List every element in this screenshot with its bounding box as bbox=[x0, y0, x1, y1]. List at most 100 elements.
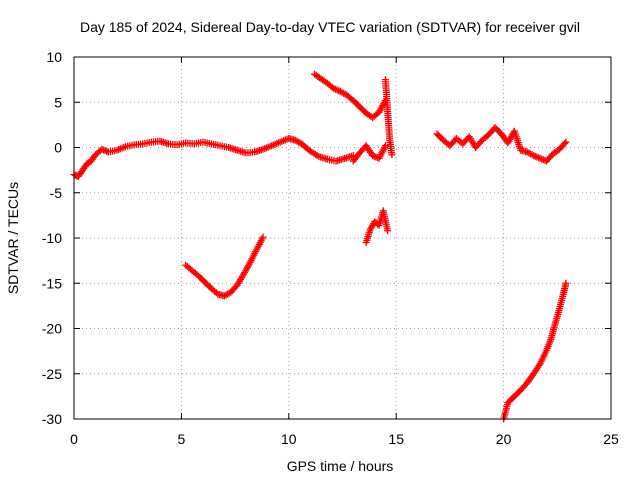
data-trace bbox=[234, 272, 247, 287]
data-trace bbox=[538, 155, 549, 164]
data-trace bbox=[209, 286, 220, 297]
data-trace bbox=[293, 137, 304, 147]
data-trace bbox=[319, 76, 330, 86]
data-trace bbox=[299, 141, 313, 154]
x-tick-label: 20 bbox=[496, 431, 512, 447]
series-arc-right bbox=[381, 76, 396, 159]
data-trace bbox=[560, 281, 569, 294]
x-tick-label: 10 bbox=[281, 431, 297, 447]
data-trace bbox=[511, 129, 524, 152]
y-tick-label: -15 bbox=[42, 275, 62, 291]
data-trace bbox=[344, 92, 356, 103]
y-tick-label: -10 bbox=[42, 230, 62, 246]
data-trace bbox=[107, 147, 119, 156]
data-trace bbox=[338, 88, 349, 98]
data-trace bbox=[84, 158, 94, 167]
data-point bbox=[536, 154, 544, 162]
series-arc-late bbox=[433, 124, 570, 165]
data-trace bbox=[518, 380, 530, 393]
data-trace bbox=[384, 109, 394, 142]
data-trace bbox=[218, 142, 231, 151]
data-trace bbox=[376, 144, 389, 161]
data-trace bbox=[363, 227, 374, 245]
x-axis-label: GPS time / hours bbox=[287, 458, 394, 474]
data-trace bbox=[556, 290, 567, 311]
data-trace bbox=[88, 152, 98, 163]
data-trace bbox=[317, 153, 330, 163]
data-trace bbox=[149, 137, 162, 146]
data-trace bbox=[286, 135, 298, 144]
data-trace bbox=[326, 156, 338, 165]
x-tick-label: 0 bbox=[70, 431, 78, 447]
data-trace bbox=[241, 260, 253, 277]
y-tick-label: -5 bbox=[50, 185, 63, 201]
grid bbox=[74, 57, 611, 419]
data-trace bbox=[357, 104, 369, 116]
data-trace bbox=[367, 220, 378, 231]
data-trace bbox=[244, 148, 256, 157]
data-trace bbox=[547, 322, 559, 341]
data-trace bbox=[254, 235, 266, 252]
y-tick-label: 5 bbox=[54, 94, 62, 110]
data-trace bbox=[531, 152, 543, 162]
x-tick-label: 15 bbox=[388, 431, 404, 447]
data-trace bbox=[252, 146, 265, 155]
data-trace bbox=[308, 148, 321, 159]
data-trace bbox=[544, 151, 556, 164]
data-trace bbox=[524, 371, 537, 385]
data-trace bbox=[441, 138, 452, 148]
data-trace bbox=[75, 168, 86, 179]
data-points bbox=[70, 70, 570, 423]
data-trace bbox=[334, 155, 347, 165]
data-trace bbox=[551, 146, 562, 157]
data-trace bbox=[500, 401, 511, 421]
data-trace bbox=[531, 361, 543, 376]
data-trace bbox=[196, 273, 208, 285]
data-trace bbox=[71, 171, 81, 180]
y-tick-label: 0 bbox=[54, 140, 62, 156]
data-trace bbox=[312, 71, 323, 82]
data-trace bbox=[525, 149, 536, 159]
data-trace bbox=[226, 144, 240, 154]
data-trace bbox=[132, 140, 145, 149]
series-arc-drop bbox=[362, 207, 392, 247]
data-trace bbox=[512, 387, 523, 399]
data-trace bbox=[363, 143, 375, 158]
data-trace bbox=[382, 78, 391, 113]
y-tick-label: -30 bbox=[42, 411, 62, 427]
data-trace bbox=[473, 138, 485, 150]
data-trace bbox=[247, 248, 260, 265]
data-trace bbox=[505, 394, 517, 405]
series-arc-rise bbox=[500, 279, 570, 423]
data-trace bbox=[332, 85, 343, 95]
data-trace bbox=[216, 291, 227, 299]
y-axis-label: SDTVAR / TECUs bbox=[5, 182, 21, 294]
data-trace bbox=[543, 337, 554, 352]
data-trace bbox=[183, 263, 195, 273]
data-trace bbox=[325, 81, 336, 91]
data-trace bbox=[370, 110, 381, 120]
x-tick-label: 25 bbox=[603, 431, 619, 447]
data-trace bbox=[80, 161, 90, 173]
data-trace bbox=[380, 209, 391, 233]
data-trace bbox=[261, 142, 274, 153]
y-tick-label: 10 bbox=[46, 49, 62, 65]
data-trace bbox=[228, 283, 240, 295]
y-tick-label: -20 bbox=[42, 321, 62, 337]
data-trace bbox=[100, 146, 111, 155]
data-trace bbox=[210, 140, 222, 149]
data-trace bbox=[434, 131, 446, 143]
data-trace bbox=[235, 147, 248, 156]
data-trace bbox=[454, 136, 465, 147]
data-trace bbox=[192, 139, 205, 147]
data-trace bbox=[93, 147, 104, 157]
data-trace bbox=[222, 289, 233, 299]
data-trace bbox=[190, 268, 201, 279]
chart-title: Day 185 of 2024, Sidereal Day-to-day VTE… bbox=[80, 19, 580, 35]
series-arc-main bbox=[70, 134, 357, 180]
data-trace bbox=[124, 141, 136, 150]
data-trace bbox=[201, 139, 213, 147]
data-trace bbox=[518, 147, 530, 156]
data-trace bbox=[184, 139, 196, 148]
